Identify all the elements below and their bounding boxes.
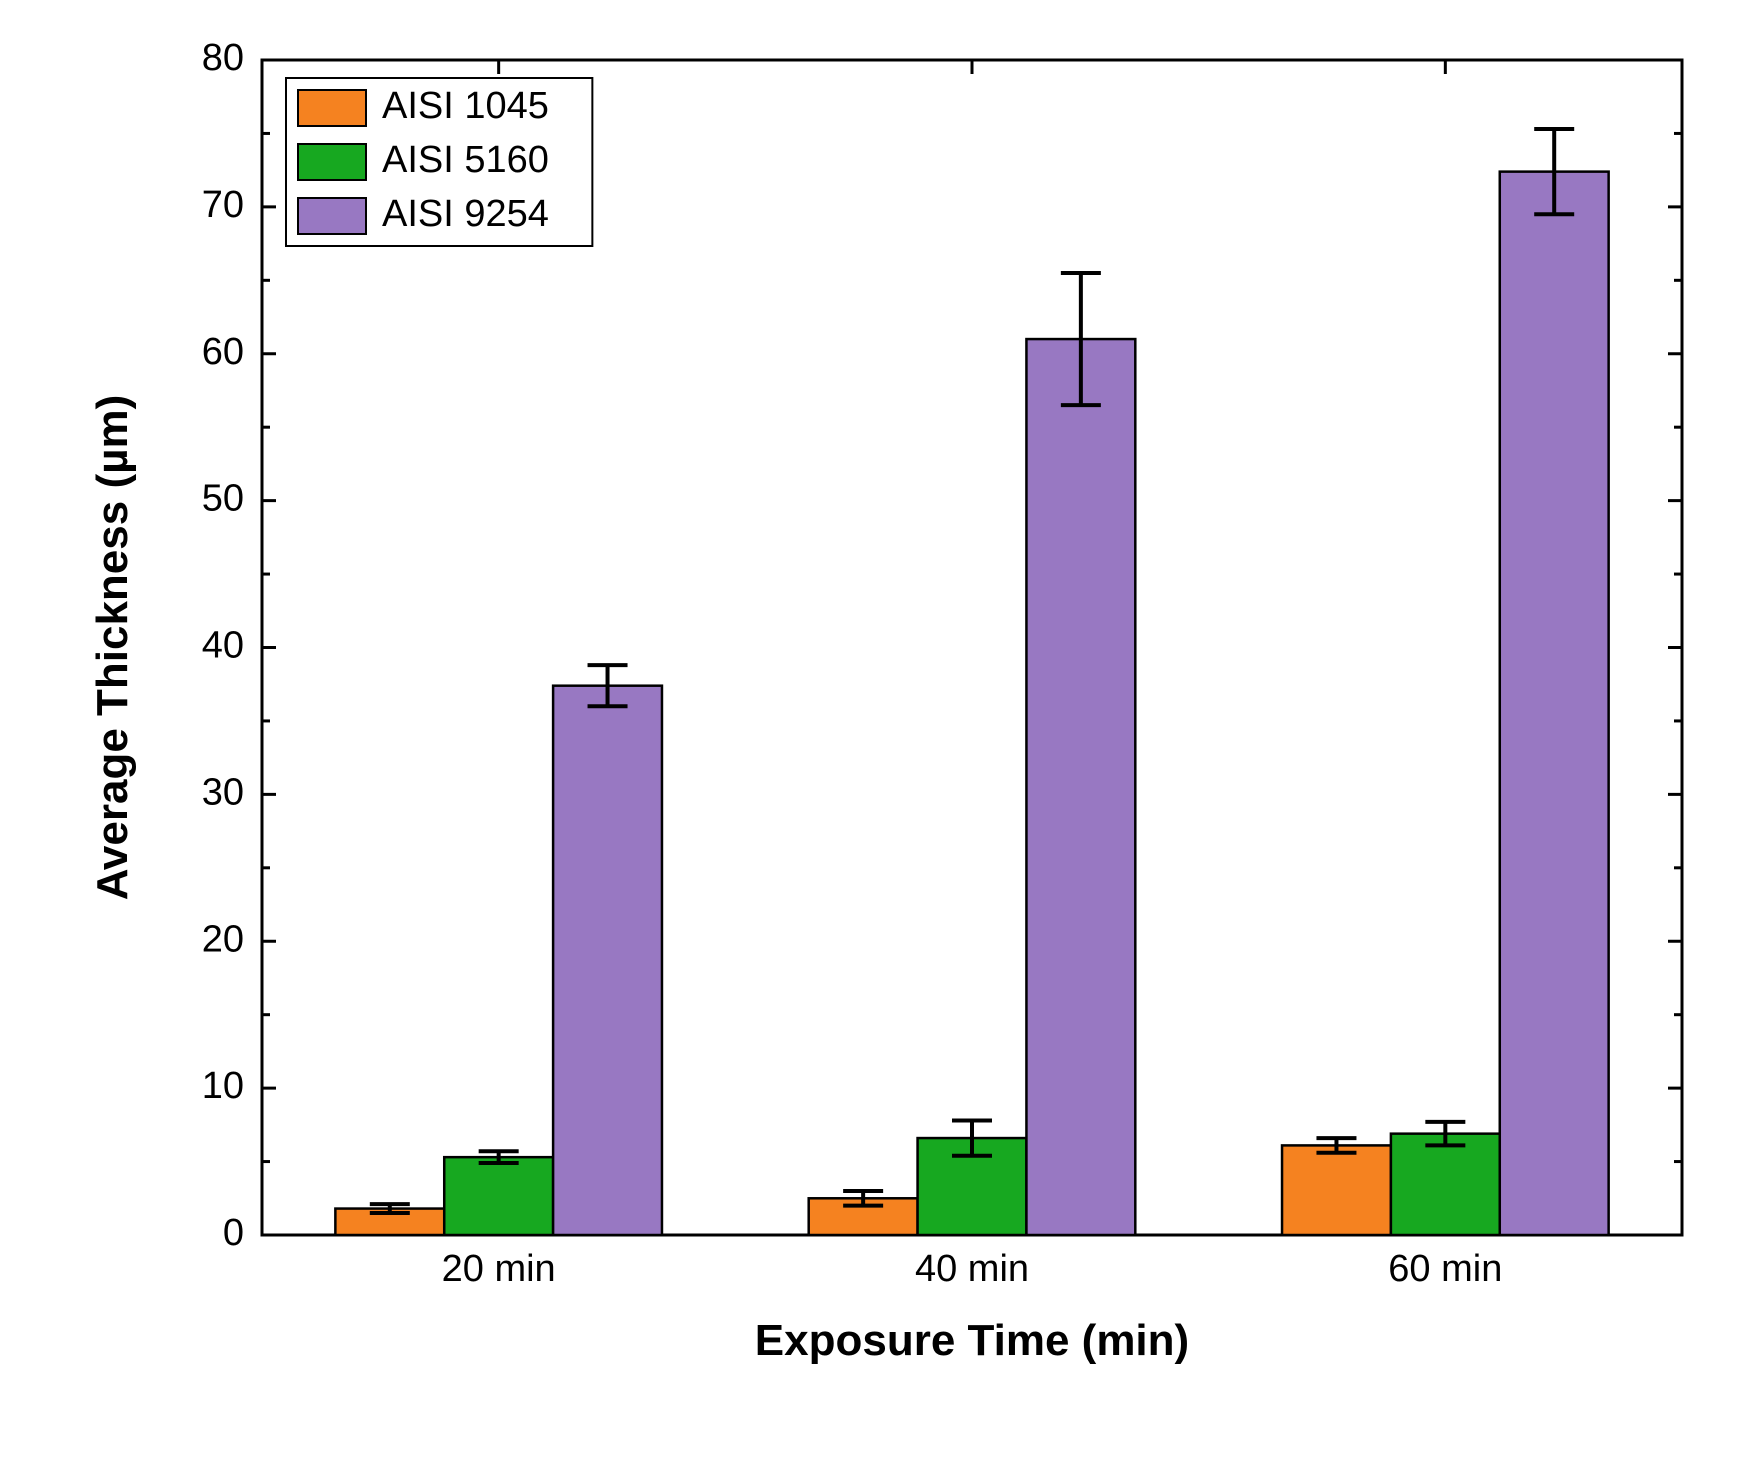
legend-swatch xyxy=(298,90,366,126)
legend-swatch xyxy=(298,198,366,234)
ytick-label: 70 xyxy=(202,184,244,226)
y-axis-label: Average Thickness (µm) xyxy=(88,395,137,900)
bar xyxy=(1391,1134,1500,1235)
bar xyxy=(1500,172,1609,1235)
xtick-label: 20 min xyxy=(442,1248,556,1290)
chart-svg: 0 10 20 30 40 50 60 70 80 20 min 40 min 60 min Expos… xyxy=(0,0,1753,1462)
xtick-label: 60 min xyxy=(1388,1248,1502,1290)
legend-swatch xyxy=(298,144,366,180)
legend-label: AISI 9254 xyxy=(382,193,549,235)
ytick-label: 50 xyxy=(202,478,244,520)
ytick-label: 0 xyxy=(223,1212,244,1254)
legend-label: AISI 1045 xyxy=(382,85,549,127)
ytick-label: 40 xyxy=(202,625,244,667)
bar xyxy=(1026,339,1135,1235)
legend: AISI 1045 AISI 5160 AISI 9254 xyxy=(286,78,592,246)
thickness-bar-chart: 0 10 20 30 40 50 60 70 80 20 min 40 min 60 min Expos… xyxy=(0,0,1753,1462)
ytick-label: 60 xyxy=(202,331,244,373)
legend-label: AISI 5160 xyxy=(382,139,549,181)
ytick-label: 80 xyxy=(202,37,244,79)
ytick-label: 20 xyxy=(202,918,244,960)
bar xyxy=(553,686,662,1235)
bar xyxy=(444,1157,553,1235)
xtick-label: 40 min xyxy=(915,1248,1029,1290)
x-axis-label: Exposure Time (min) xyxy=(755,1316,1189,1365)
ytick-label: 10 xyxy=(202,1065,244,1107)
bar xyxy=(1282,1145,1391,1235)
ytick-label: 30 xyxy=(202,771,244,813)
